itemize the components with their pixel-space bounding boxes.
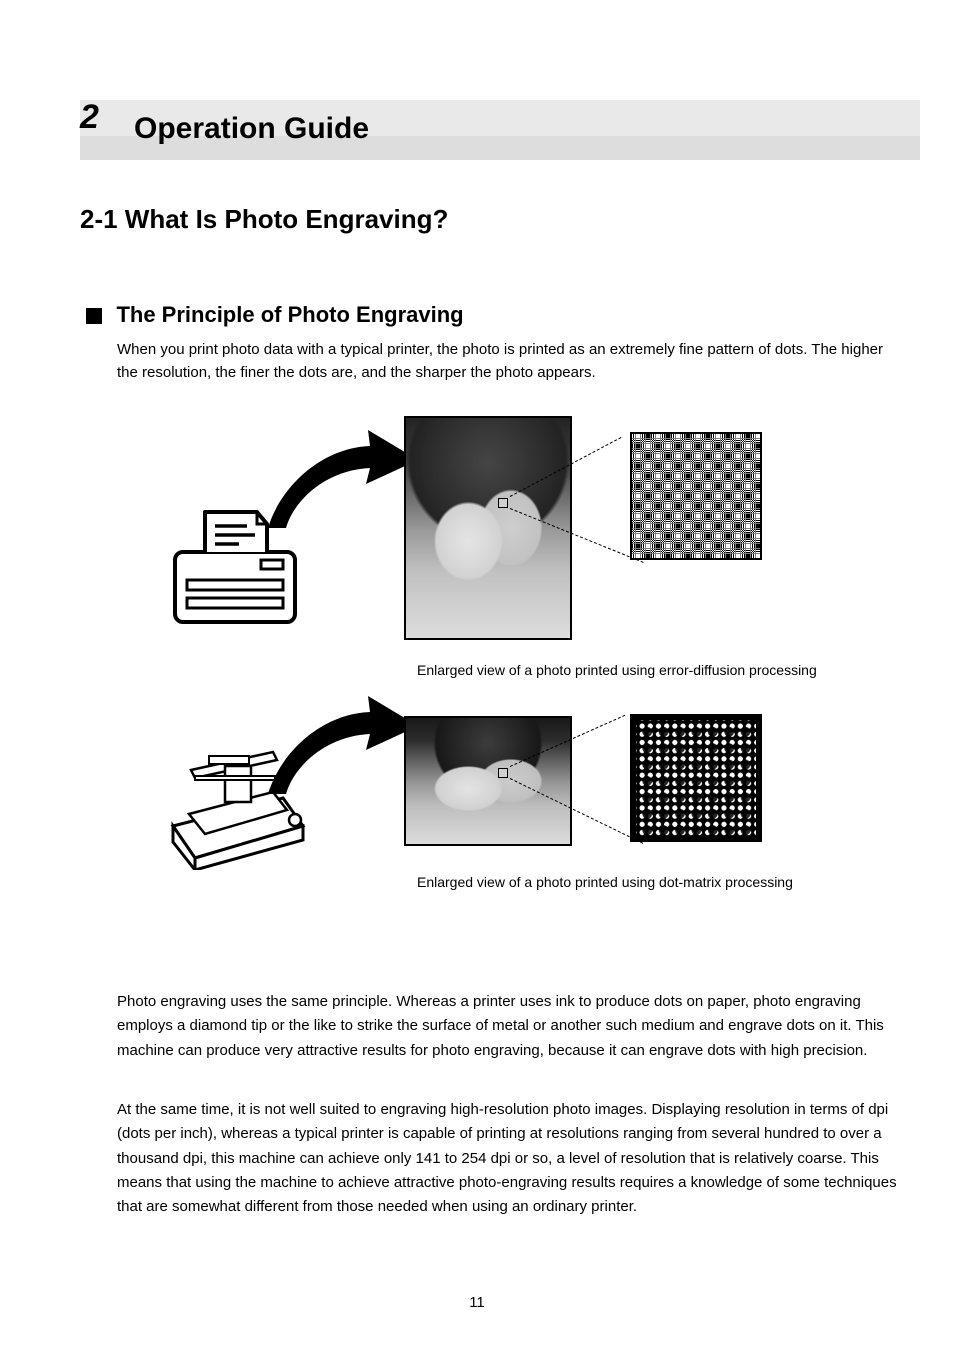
chapter-number: 2 <box>80 98 99 137</box>
intro-paragraph: When you print photo data with a typical… <box>117 338 894 385</box>
subsection-heading: The Principle of Photo Engraving <box>86 302 464 328</box>
photo-image <box>406 718 570 844</box>
arrow-icon <box>260 694 420 804</box>
paragraph-1: Photo engraving uses the same principle.… <box>117 990 898 1063</box>
zoom-marker <box>498 768 508 778</box>
page-number: 11 <box>0 1294 954 1311</box>
zoom-marker <box>498 498 508 508</box>
zoom-error-diffusion <box>630 432 762 560</box>
chapter-title: Operation Guide <box>134 112 369 146</box>
section-title: 2-1 What Is Photo Engraving? <box>80 204 448 235</box>
caption-engraver: Enlarged view of a photo printed using d… <box>417 872 874 894</box>
zoom-dot-matrix <box>630 714 762 842</box>
figure-row-engraver <box>150 700 880 890</box>
square-bullet-icon <box>86 308 102 324</box>
caption-printer: Enlarged view of a photo printed using e… <box>417 660 874 682</box>
paragraph-2: At the same time, it is not well suited … <box>117 1098 898 1219</box>
figure-row-printer <box>150 410 880 650</box>
noise-pattern <box>632 434 760 558</box>
subsection-title: The Principle of Photo Engraving <box>116 302 463 327</box>
page-root: 2 Operation Guide 2-1 What Is Photo Engr… <box>0 0 954 1351</box>
arrow-engraver <box>260 694 380 809</box>
photo-image <box>406 418 570 638</box>
arrow-printer <box>260 428 380 543</box>
photo-sample-printer <box>404 416 572 640</box>
arrow-icon <box>260 428 420 538</box>
photo-sample-engraver <box>404 716 572 846</box>
dot-pattern <box>632 716 760 840</box>
